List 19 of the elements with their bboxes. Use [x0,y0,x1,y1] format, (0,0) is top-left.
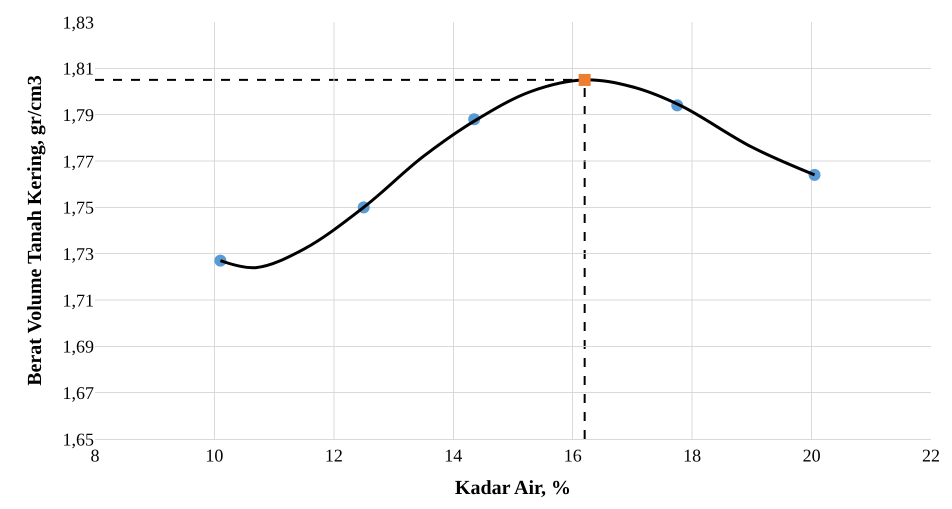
y-tick-label: 1,83 [62,12,94,32]
y-tick-label: 1,75 [62,198,94,218]
y-tick-label: 1,73 [62,244,94,264]
y-tick-label: 1,71 [62,290,94,310]
y-tick-label: 1,79 [62,104,94,125]
y-tick-label: 1,77 [62,151,94,172]
point [578,74,591,86]
y-tick-label: 1,67 [62,382,94,403]
x-tick-label: 20 [802,446,821,466]
y-axis-title: Berat Volume Tanah Kering, gr/cm3 [24,75,46,386]
x-tick-label: 14 [444,446,462,466]
x-tick-label: 16 [564,446,582,466]
y-tick-label: 1,69 [62,336,94,357]
x-axis-title: Kadar Air, % [454,477,572,500]
x-tick-label: 18 [683,446,702,466]
x-tick-label: 12 [324,446,343,466]
x-tick-label: 10 [205,446,224,466]
y-tick-label: 1,81 [62,58,94,79]
x-tick-label: 22 [922,446,940,466]
